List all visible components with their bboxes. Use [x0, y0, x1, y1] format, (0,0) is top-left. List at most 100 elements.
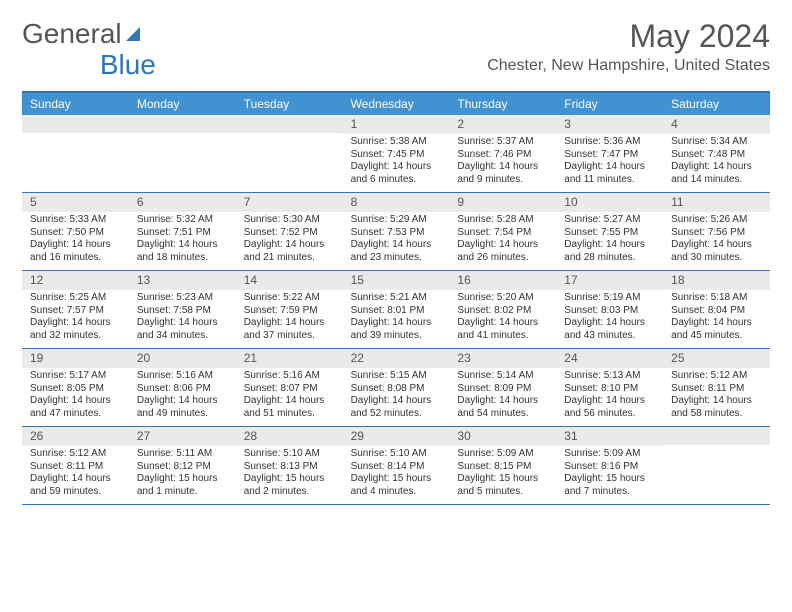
calendar-day-cell: 7 Sunrise: 5:30 AMSunset: 7:52 PMDaylight… [236, 193, 343, 270]
day-number: 15 [343, 271, 450, 290]
calendar-day-cell: 28 Sunrise: 5:10 AMSunset: 8:13 PMDayligh… [236, 427, 343, 504]
day-details: Sunrise: 5:38 AMSunset: 7:45 PMDaylight:… [343, 136, 450, 186]
day-number: 7 [236, 193, 343, 212]
day-number [22, 115, 129, 133]
calendar-week-row: 1Sunrise: 5:38 AMSunset: 7:45 PMDaylight… [22, 115, 770, 193]
day-number: 24 [556, 349, 663, 368]
day-number: 30 [449, 427, 556, 446]
day-details: Sunrise: 5:30 AMSunset: 7:52 PMDaylight:… [236, 214, 343, 264]
brand-logo: General [22, 18, 142, 50]
day-number: 16 [449, 271, 556, 290]
calendar-day-cell: 18 Sunrise: 5:18 AMSunset: 8:04 PMDayligh… [663, 271, 770, 348]
calendar-day-cell: 27Sunrise: 5:11 AMSunset: 8:12 PMDayligh… [129, 427, 236, 504]
day-details: Sunrise: 5:16 AMSunset: 8:06 PMDaylight:… [129, 370, 236, 420]
day-details: Sunrise: 5:09 AMSunset: 8:16 PMDaylight:… [556, 448, 663, 498]
location-text: Chester, New Hampshire, United States [487, 57, 770, 75]
calendar-day-cell [663, 427, 770, 504]
calendar-week-row: 26 Sunrise: 5:12 AMSunset: 8:11 PMDayligh… [22, 427, 770, 505]
calendar-day-cell [22, 115, 129, 192]
day-number: 2 [449, 115, 556, 134]
day-details: Sunrise: 5:16 AMSunset: 8:07 PMDaylight:… [236, 370, 343, 420]
calendar-day-cell: 21 Sunrise: 5:16 AMSunset: 8:07 PMDayligh… [236, 349, 343, 426]
day-number: 26 [22, 427, 129, 446]
day-details: Sunrise: 5:09 AMSunset: 8:15 PMDaylight:… [449, 448, 556, 498]
calendar-week-row: 19 Sunrise: 5:17 AMSunset: 8:05 PMDayligh… [22, 349, 770, 427]
day-details: Sunrise: 5:32 AMSunset: 7:51 PMDaylight:… [129, 214, 236, 264]
calendar-day-cell: 4 Sunrise: 5:34 AMSunset: 7:48 PMDaylight… [663, 115, 770, 192]
day-number: 13 [129, 271, 236, 290]
day-number: 29 [343, 427, 450, 446]
calendar-day-cell: 11 Sunrise: 5:26 AMSunset: 7:56 PMDayligh… [663, 193, 770, 270]
day-details: Sunrise: 5:22 AMSunset: 7:59 PMDaylight:… [236, 292, 343, 342]
day-details: Sunrise: 5:26 AMSunset: 7:56 PMDaylight:… [663, 214, 770, 264]
day-details: Sunrise: 5:19 AMSunset: 8:03 PMDaylight:… [556, 292, 663, 342]
calendar-day-cell: 9 Sunrise: 5:28 AMSunset: 7:54 PMDaylight… [449, 193, 556, 270]
day-details: Sunrise: 5:14 AMSunset: 8:09 PMDaylight:… [449, 370, 556, 420]
day-details: Sunrise: 5:33 AMSunset: 7:50 PMDaylight:… [22, 214, 129, 264]
day-number: 11 [663, 193, 770, 212]
day-number: 9 [449, 193, 556, 212]
calendar-day-cell: 23Sunrise: 5:14 AMSunset: 8:09 PMDayligh… [449, 349, 556, 426]
day-number: 12 [22, 271, 129, 290]
calendar-day-cell: 29 Sunrise: 5:10 AMSunset: 8:14 PMDayligh… [343, 427, 450, 504]
day-header: Saturday [663, 93, 770, 115]
calendar-week-row: 12Sunrise: 5:25 AMSunset: 7:57 PMDayligh… [22, 271, 770, 349]
day-number: 4 [663, 115, 770, 134]
calendar-day-cell: 22Sunrise: 5:15 AMSunset: 8:08 PMDayligh… [343, 349, 450, 426]
calendar-day-cell [236, 115, 343, 192]
calendar-day-cell: 31 Sunrise: 5:09 AMSunset: 8:16 PMDayligh… [556, 427, 663, 504]
brand-part1: General [22, 18, 122, 50]
day-details: Sunrise: 5:20 AMSunset: 8:02 PMDaylight:… [449, 292, 556, 342]
day-header: Sunday [22, 93, 129, 115]
day-details: Sunrise: 5:13 AMSunset: 8:10 PMDaylight:… [556, 370, 663, 420]
day-details: Sunrise: 5:15 AMSunset: 8:08 PMDaylight:… [343, 370, 450, 420]
day-number: 21 [236, 349, 343, 368]
brand-part2: Blue [100, 49, 156, 80]
calendar-day-cell: 16 Sunrise: 5:20 AMSunset: 8:02 PMDayligh… [449, 271, 556, 348]
calendar-day-cell: 26 Sunrise: 5:12 AMSunset: 8:11 PMDayligh… [22, 427, 129, 504]
day-number: 28 [236, 427, 343, 446]
day-details: Sunrise: 5:17 AMSunset: 8:05 PMDaylight:… [22, 370, 129, 420]
day-details: Sunrise: 5:23 AMSunset: 7:58 PMDaylight:… [129, 292, 236, 342]
calendar-day-cell: 30 Sunrise: 5:09 AMSunset: 8:15 PMDayligh… [449, 427, 556, 504]
day-details: Sunrise: 5:12 AMSunset: 8:11 PMDaylight:… [663, 370, 770, 420]
day-number: 14 [236, 271, 343, 290]
day-details: Sunrise: 5:37 AMSunset: 7:46 PMDaylight:… [449, 136, 556, 186]
day-details: Sunrise: 5:10 AMSunset: 8:13 PMDaylight:… [236, 448, 343, 498]
day-details: Sunrise: 5:18 AMSunset: 8:04 PMDaylight:… [663, 292, 770, 342]
calendar-day-cell: 19 Sunrise: 5:17 AMSunset: 8:05 PMDayligh… [22, 349, 129, 426]
calendar-day-cell: 14 Sunrise: 5:22 AMSunset: 7:59 PMDayligh… [236, 271, 343, 348]
calendar-day-cell: 24 Sunrise: 5:13 AMSunset: 8:10 PMDayligh… [556, 349, 663, 426]
calendar-week-row: 5 Sunrise: 5:33 AMSunset: 7:50 PMDaylight… [22, 193, 770, 271]
day-number: 17 [556, 271, 663, 290]
day-number: 25 [663, 349, 770, 368]
calendar-day-cell: 25 Sunrise: 5:12 AMSunset: 8:11 PMDayligh… [663, 349, 770, 426]
calendar-day-cell: 6 Sunrise: 5:32 AMSunset: 7:51 PMDaylight… [129, 193, 236, 270]
day-header: Monday [129, 93, 236, 115]
day-details: Sunrise: 5:10 AMSunset: 8:14 PMDaylight:… [343, 448, 450, 498]
day-details: Sunrise: 5:28 AMSunset: 7:54 PMDaylight:… [449, 214, 556, 264]
day-number: 5 [22, 193, 129, 212]
calendar-day-cell: 3Sunrise: 5:36 AMSunset: 7:47 PMDaylight… [556, 115, 663, 192]
calendar-day-cell: 2 Sunrise: 5:37 AMSunset: 7:46 PMDaylight… [449, 115, 556, 192]
day-header: Wednesday [343, 93, 450, 115]
calendar-day-cell: 5 Sunrise: 5:33 AMSunset: 7:50 PMDaylight… [22, 193, 129, 270]
day-number: 6 [129, 193, 236, 212]
day-number [129, 115, 236, 133]
day-number: 27 [129, 427, 236, 446]
calendar-day-cell: 8Sunrise: 5:29 AMSunset: 7:53 PMDaylight… [343, 193, 450, 270]
calendar-day-cell: 15Sunrise: 5:21 AMSunset: 8:01 PMDayligh… [343, 271, 450, 348]
day-details: Sunrise: 5:36 AMSunset: 7:47 PMDaylight:… [556, 136, 663, 186]
calendar-day-cell: 13 Sunrise: 5:23 AMSunset: 7:58 PMDayligh… [129, 271, 236, 348]
day-number: 18 [663, 271, 770, 290]
day-details: Sunrise: 5:34 AMSunset: 7:48 PMDaylight:… [663, 136, 770, 186]
day-number: 19 [22, 349, 129, 368]
calendar-day-cell: 17 Sunrise: 5:19 AMSunset: 8:03 PMDayligh… [556, 271, 663, 348]
day-number: 31 [556, 427, 663, 446]
day-number [663, 427, 770, 445]
day-details: Sunrise: 5:27 AMSunset: 7:55 PMDaylight:… [556, 214, 663, 264]
day-details: Sunrise: 5:12 AMSunset: 8:11 PMDaylight:… [22, 448, 129, 498]
calendar: SundayMondayTuesdayWednesdayThursdayFrid… [22, 91, 770, 505]
page-title: May 2024 [487, 18, 770, 55]
day-number: 8 [343, 193, 450, 212]
